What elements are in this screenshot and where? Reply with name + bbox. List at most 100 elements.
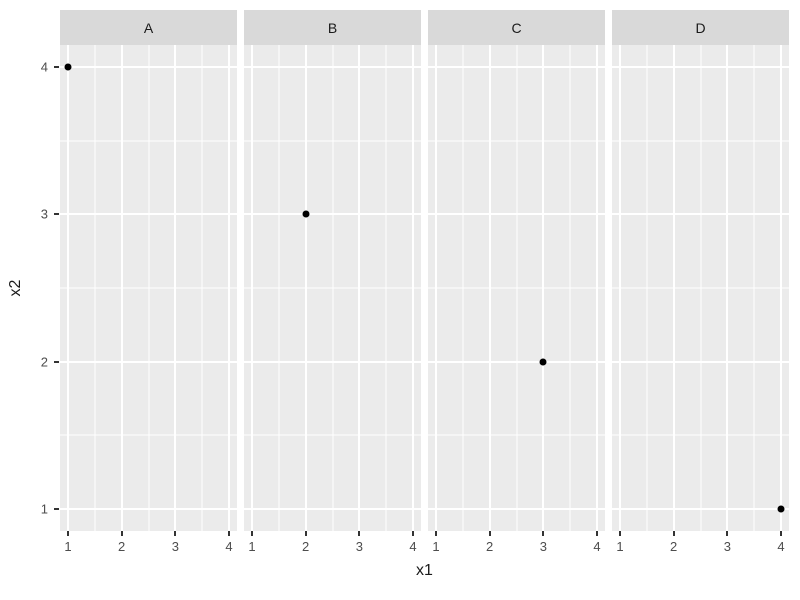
y-tick-label: 4: [40, 59, 48, 75]
gridline-major: [67, 45, 70, 531]
gridline-major: [60, 66, 237, 69]
gridline-minor: [428, 434, 605, 436]
y-tick-mark: [54, 66, 59, 69]
gridline-major: [542, 45, 545, 531]
gridline-major: [411, 45, 414, 531]
gridline-minor: [612, 434, 789, 436]
y-tick-mark: [54, 360, 59, 363]
x-axis-d: 1 2 3 4: [612, 531, 789, 561]
x-axis-a: 1 2 3 4: [60, 531, 237, 561]
gridline-major: [244, 507, 421, 510]
x-tick-label: 2: [670, 539, 678, 554]
y-tick-label: 1: [40, 501, 48, 517]
x-tick-label: 1: [64, 539, 72, 554]
gridline-major: [60, 507, 237, 510]
x-tick-mark: [174, 531, 177, 536]
facet-c: C 1 2 3 4: [428, 10, 605, 561]
y-axis: 1 2 3 4: [0, 45, 60, 531]
gridline-major: [428, 507, 605, 510]
gridline-minor: [244, 434, 421, 436]
x-tick-mark: [595, 531, 598, 536]
x-tick-label: 4: [409, 539, 417, 554]
facet-d: D 1 2 3 4: [612, 10, 789, 561]
gridline-minor: [60, 140, 237, 142]
x-tick-mark: [358, 531, 361, 536]
gridline-major: [244, 360, 421, 363]
facet-strip-c: C: [428, 10, 605, 45]
gridline-minor: [244, 140, 421, 142]
x-tick-label: 2: [118, 539, 126, 554]
gridline-major: [672, 45, 675, 531]
facet-panel-b: [244, 45, 421, 531]
x-tick-mark: [304, 531, 307, 536]
gridline-minor: [428, 287, 605, 289]
gridline-major: [304, 45, 307, 531]
x-tick-label: 1: [616, 539, 624, 554]
x-tick-label: 3: [539, 539, 547, 554]
facet-strip-d: D: [612, 10, 789, 45]
gridline-minor: [60, 434, 237, 436]
x-tick-label: 1: [432, 539, 440, 554]
x-tick-mark: [435, 531, 438, 536]
x-tick-mark: [411, 531, 414, 536]
gridline-major: [428, 213, 605, 216]
gridline-minor: [612, 287, 789, 289]
gridline-major: [60, 213, 237, 216]
facet-strip-b: B: [244, 10, 421, 45]
facet-strip-a: A: [60, 10, 237, 45]
x-axis-c: 1 2 3 4: [428, 531, 605, 561]
x-tick-mark: [672, 531, 675, 536]
x-tick-mark: [542, 531, 545, 536]
gridline-minor: [428, 140, 605, 142]
x-tick-mark: [251, 531, 254, 536]
data-point: [64, 63, 72, 71]
gridline-major: [251, 45, 254, 531]
x-tick-mark: [726, 531, 729, 536]
gridline-minor: [60, 287, 237, 289]
x-tick-label: 2: [302, 539, 310, 554]
gridline-major: [435, 45, 438, 531]
x-tick-mark: [619, 531, 622, 536]
x-tick-mark: [120, 531, 123, 536]
gridline-major: [612, 360, 789, 363]
x-tick-mark: [227, 531, 230, 536]
x-tick-mark: [488, 531, 491, 536]
gridline-major: [60, 360, 237, 363]
x-tick-label: 4: [777, 539, 785, 554]
data-point: [302, 210, 310, 218]
gridline-minor: [612, 140, 789, 142]
gridline-major: [428, 66, 605, 69]
y-tick-mark: [54, 213, 59, 216]
x-tick-label: 4: [593, 539, 601, 554]
facet-a: A 1 2 3 4: [60, 10, 237, 561]
gridline-major: [120, 45, 123, 531]
gridline-major: [595, 45, 598, 531]
x-tick-label: 2: [486, 539, 494, 554]
x-axis-title: x1: [416, 562, 433, 579]
x-tick-mark: [67, 531, 70, 536]
gridline-major: [779, 45, 782, 531]
x-axis-b: 1 2 3 4: [244, 531, 421, 561]
facet-panel-a: [60, 45, 237, 531]
y-tick-label: 3: [40, 206, 48, 222]
x-tick-label: 1: [248, 539, 256, 554]
gridline-major: [358, 45, 361, 531]
y-tick-label: 2: [40, 354, 48, 370]
gridline-major: [488, 45, 491, 531]
gridline-major: [428, 360, 605, 363]
data-point: [777, 505, 785, 513]
gridline-major: [244, 66, 421, 69]
gridline-major: [612, 66, 789, 69]
gridline-major: [227, 45, 230, 531]
x-tick-label: 4: [225, 539, 233, 554]
gridline-major: [174, 45, 177, 531]
data-point: [539, 358, 547, 366]
x-tick-label: 3: [723, 539, 731, 554]
x-tick-label: 3: [355, 539, 363, 554]
y-tick-mark: [54, 507, 59, 510]
gridline-major: [244, 213, 421, 216]
gridline-major: [612, 507, 789, 510]
gridline-major: [612, 213, 789, 216]
facet-panel-d: [612, 45, 789, 531]
